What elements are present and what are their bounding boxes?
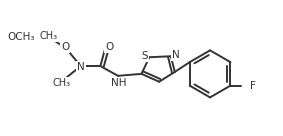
Text: CH₃: CH₃ xyxy=(52,78,70,88)
Text: F: F xyxy=(250,81,256,91)
Text: N: N xyxy=(172,50,180,60)
Text: N: N xyxy=(77,62,85,72)
Text: O: O xyxy=(105,42,113,52)
Text: OCH₃: OCH₃ xyxy=(7,32,35,42)
Text: O: O xyxy=(61,42,69,52)
Text: CH₃: CH₃ xyxy=(39,31,57,41)
Text: NH: NH xyxy=(111,78,127,88)
Text: S: S xyxy=(141,51,148,61)
